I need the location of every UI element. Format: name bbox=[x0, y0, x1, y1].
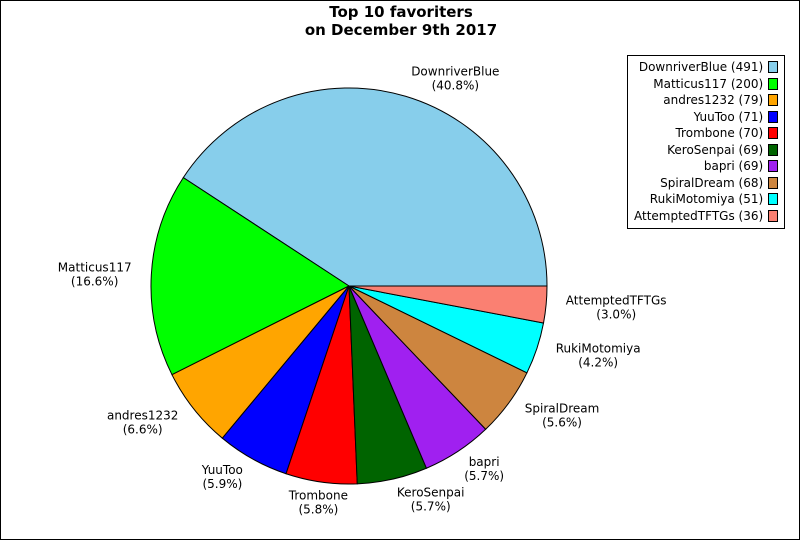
slice-name: andres1232 bbox=[107, 408, 178, 422]
legend-label: YuuToo (71) bbox=[693, 109, 764, 124]
legend-swatch bbox=[768, 61, 779, 74]
slice-name: Trombone bbox=[288, 489, 348, 503]
slice-label-YuuToo: YuuToo (5.9%) bbox=[201, 463, 243, 491]
legend-item: YuuToo (71) bbox=[634, 109, 779, 126]
slice-name: Matticus117 bbox=[58, 261, 132, 275]
pie-slice-AttemptedTFTGs bbox=[348, 285, 548, 324]
legend-item: andres1232 (79) bbox=[634, 92, 779, 109]
legend-swatch bbox=[768, 127, 779, 140]
legend-label: RukiMotomiya (51) bbox=[649, 192, 764, 207]
slice-label-AttemptedTFTGs: AttemptedTFTGs (3.0%) bbox=[566, 293, 667, 321]
slice-percent: (5.6%) bbox=[542, 416, 582, 430]
legend-swatch bbox=[768, 176, 779, 189]
legend-item: AttemptedTFTGs (36) bbox=[634, 208, 779, 225]
slice-percent: (5.8%) bbox=[298, 503, 338, 517]
pie-slice-Matticus117 bbox=[150, 176, 351, 376]
slice-percent: (4.2%) bbox=[578, 356, 618, 370]
legend-item: Matticus117 (200) bbox=[634, 76, 779, 93]
slice-percent: (5.7%) bbox=[411, 500, 451, 514]
legend-label: bapri (69) bbox=[703, 159, 764, 174]
chart-legend: DownriverBlue (491) Matticus117 (200) andr… bbox=[627, 55, 786, 229]
slice-percent: (6.6%) bbox=[123, 422, 163, 436]
legend-swatch bbox=[768, 94, 779, 107]
slice-name: bapri bbox=[469, 455, 500, 469]
slice-percent: (5.9%) bbox=[202, 477, 242, 491]
slice-percent: (40.8%) bbox=[432, 78, 479, 92]
slice-label-Matticus117: Matticus117 (16.6%) bbox=[58, 261, 132, 289]
legend-label: DownriverBlue (491) bbox=[638, 60, 764, 75]
slice-label-RukiMotomiya: RukiMotomiya (4.2%) bbox=[556, 342, 641, 370]
legend-label: KeroSenpai (69) bbox=[667, 142, 764, 157]
slice-label-DownriverBlue: DownriverBlue (40.8%) bbox=[411, 64, 499, 92]
slice-label-SpiralDream: SpiralDream (5.6%) bbox=[525, 402, 600, 430]
slice-label-KeroSenpai: KeroSenpai (5.7%) bbox=[397, 486, 465, 514]
legend-swatch bbox=[768, 160, 779, 173]
slice-percent: (5.7%) bbox=[464, 469, 504, 483]
slice-name: RukiMotomiya bbox=[556, 342, 641, 356]
legend-swatch bbox=[768, 209, 779, 222]
legend-label: Matticus117 (200) bbox=[653, 76, 764, 91]
legend-label: SpiralDream (68) bbox=[660, 175, 764, 190]
legend-label: AttemptedTFTGs (36) bbox=[634, 208, 764, 223]
legend-item: KeroSenpai (69) bbox=[634, 142, 779, 159]
slice-label-Trombone: Trombone (5.8%) bbox=[288, 489, 348, 517]
slice-percent: (16.6%) bbox=[71, 275, 118, 289]
legend-item: DownriverBlue (491) bbox=[634, 59, 779, 76]
slice-name: KeroSenpai bbox=[397, 486, 465, 500]
slice-label-bapri: bapri (5.7%) bbox=[464, 455, 504, 483]
legend-swatch bbox=[768, 110, 779, 123]
legend-label: Trombone (70) bbox=[675, 126, 764, 141]
legend-label: andres1232 (79) bbox=[663, 93, 764, 108]
chart-title-line-1: Top 10 favoriters bbox=[329, 3, 473, 21]
legend-item: SpiralDream (68) bbox=[634, 175, 779, 192]
slice-name: AttemptedTFTGs bbox=[566, 293, 667, 307]
legend-swatch bbox=[768, 193, 779, 206]
chart-title-line-2: on December 9th 2017 bbox=[304, 21, 498, 39]
legend-item: RukiMotomiya (51) bbox=[634, 191, 779, 208]
slice-name: YuuToo bbox=[201, 463, 243, 477]
legend-swatch bbox=[768, 77, 779, 90]
legend-swatch bbox=[768, 143, 779, 156]
slice-percent: (3.0%) bbox=[596, 307, 636, 321]
slice-name: SpiralDream bbox=[525, 402, 600, 416]
legend-item: Trombone (70) bbox=[634, 125, 779, 142]
legend-item: bapri (69) bbox=[634, 158, 779, 175]
slice-name: DownriverBlue bbox=[411, 64, 499, 78]
slice-label-andres1232: andres1232 (6.6%) bbox=[107, 408, 178, 436]
